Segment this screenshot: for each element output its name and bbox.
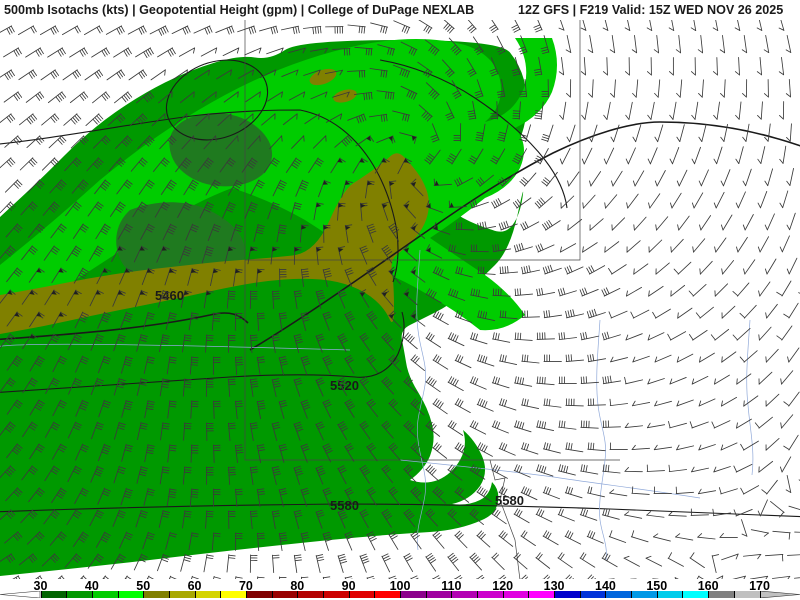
svg-text:5580: 5580 (330, 498, 359, 513)
svg-text:5460: 5460 (155, 288, 184, 303)
svg-text:5580: 5580 (495, 493, 524, 508)
